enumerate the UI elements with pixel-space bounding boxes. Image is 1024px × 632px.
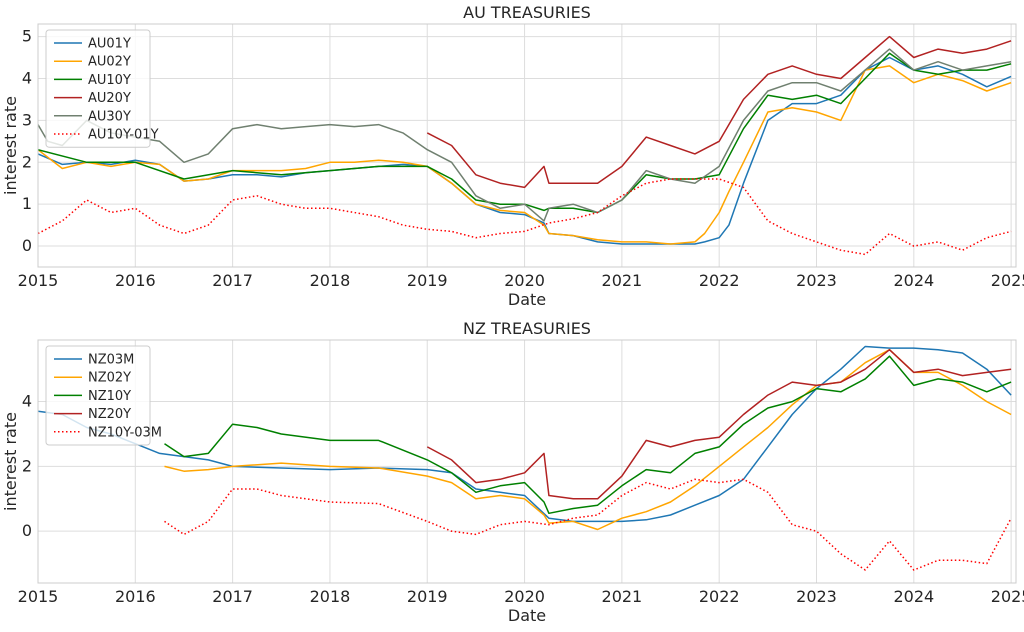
x-tick-label: 2021 — [602, 271, 643, 290]
x-tick-label: 2019 — [407, 587, 448, 606]
y-tick-label: 1 — [22, 194, 32, 213]
x-tick-label: 2023 — [796, 587, 837, 606]
x-tick-label: 2022 — [699, 587, 740, 606]
chart-2-x-axis-label: Date — [508, 606, 546, 625]
legend-item-nz10y-03m: NZ10Y-03M — [54, 425, 162, 440]
x-tick-label: 2020 — [504, 271, 545, 290]
chart-2-legend: NZ03M NZ02Y NZ10Y NZ20Y NZ10Y-03M — [45, 345, 162, 446]
series-line-au30y — [38, 48, 1012, 222]
x-tick-label: 2016 — [115, 271, 156, 290]
y-tick-label: 5 — [22, 27, 32, 46]
chart-1: 2015 2016 2017 2018 2019 2020 2021 2022 2023 2024… — [1, 3, 1024, 309]
x-tick-label: 2022 — [699, 271, 740, 290]
legend-item-au10y-01y: AU10Y-01Y — [54, 128, 159, 143]
legend-label-nz10y-03m: NZ10Y-03M — [88, 425, 162, 440]
legend-item-nz10y: NZ10Y — [54, 389, 131, 404]
chart-2-y-axis-label: interest rate — [1, 412, 20, 511]
legend-label-au30y: AU30Y — [88, 109, 131, 124]
x-tick-label: 2024 — [893, 587, 934, 606]
legend-item-au30y: AU30Y — [54, 109, 131, 124]
legend-item-nz03m: NZ03M — [54, 353, 134, 368]
series-line-nz10y-03m — [164, 478, 1012, 571]
chart-1-legend-box — [45, 29, 151, 148]
chart-2-legend-box — [45, 345, 151, 446]
chart-1-legend: AU01Y AU02Y AU10Y AU20Y AU30Y AU10Y-01Y — [45, 29, 159, 148]
x-tick-label: 2021 — [602, 587, 643, 606]
chart-1-series-group — [38, 35, 1012, 256]
x-tick-label: 2017 — [212, 271, 253, 290]
x-tick-label: 2018 — [310, 271, 351, 290]
y-tick-label: 0 — [22, 236, 32, 255]
legend-label-nz03m: NZ03M — [88, 353, 134, 368]
y-tick-label: 2 — [22, 152, 32, 171]
legend-label-au02y: AU02Y — [88, 55, 131, 70]
chart-2-title: NZ TREASURIES — [463, 319, 591, 338]
x-tick-label: 2025 — [991, 271, 1024, 290]
series-line-au10y-01y — [38, 178, 1012, 256]
x-tick-label: 2025 — [991, 587, 1024, 606]
chart-1-x-axis-label: Date — [508, 290, 546, 309]
legend-label-au01y: AU01Y — [88, 37, 131, 52]
legend-label-au20y: AU20Y — [88, 91, 131, 106]
legend-item-au20y: AU20Y — [54, 91, 131, 106]
y-tick-label: 4 — [22, 392, 32, 411]
chart-1-plot-area — [38, 24, 1016, 267]
legend-item-au10y: AU10Y — [54, 73, 131, 88]
x-tick-label: 2024 — [893, 271, 934, 290]
legend-label-nz02y: NZ02Y — [88, 371, 131, 386]
legend-item-au01y: AU01Y — [54, 37, 131, 52]
series-line-au02y — [38, 65, 1012, 245]
series-line-nz10y — [164, 355, 1012, 515]
chart-2: 2015 2016 2017 2018 2019 2020 2021 2022 2023 2024… — [1, 319, 1024, 625]
chart-2-plot-area — [38, 340, 1016, 583]
legend-item-au02y: AU02Y — [54, 55, 131, 70]
chart-2-frame — [37, 339, 1017, 584]
legend-label-nz20y: NZ20Y — [88, 407, 131, 422]
chart-1-title: AU TREASURIES — [463, 3, 591, 22]
x-tick-label: 2018 — [310, 587, 351, 606]
y-tick-label: 0 — [22, 521, 32, 540]
y-tick-label: 4 — [22, 68, 32, 87]
series-line-nz02y — [164, 348, 1012, 531]
y-tick-label: 3 — [22, 110, 32, 129]
x-tick-label: 2015 — [18, 587, 59, 606]
legend-item-nz20y: NZ20Y — [54, 407, 131, 422]
y-tick-label: 2 — [22, 456, 32, 475]
x-tick-label: 2023 — [796, 271, 837, 290]
x-tick-label: 2017 — [212, 587, 253, 606]
legend-label-nz10y: NZ10Y — [88, 389, 131, 404]
chart-1-y-axis-label: interest rate — [1, 96, 20, 195]
legend-label-au10y: AU10Y — [88, 73, 131, 88]
series-line-au20y — [426, 35, 1012, 189]
chart-1-frame — [37, 23, 1017, 268]
series-line-nz20y — [426, 348, 1012, 500]
legend-item-nz02y: NZ02Y — [54, 371, 131, 386]
x-tick-label: 2020 — [504, 587, 545, 606]
x-tick-label: 2015 — [18, 271, 59, 290]
x-tick-label: 2019 — [407, 271, 448, 290]
chart-2-series-group — [38, 345, 1012, 571]
legend-label-au10y-01y: AU10Y-01Y — [88, 128, 159, 143]
x-tick-label: 2016 — [115, 587, 156, 606]
